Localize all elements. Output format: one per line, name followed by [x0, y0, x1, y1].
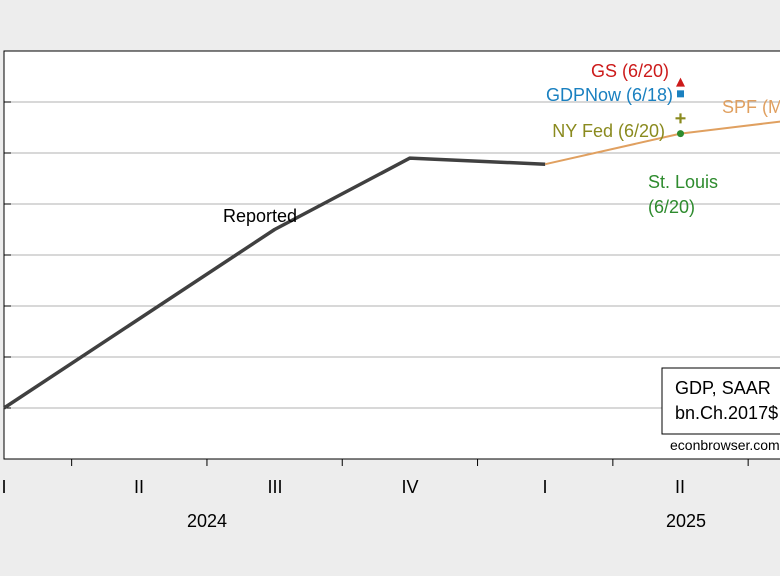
credit-text: econbrowser.com	[670, 437, 780, 453]
gs-marker	[676, 77, 685, 87]
reported-line	[3, 156, 546, 410]
label-reported: Reported	[223, 206, 297, 226]
x-tick-label: II	[134, 477, 144, 497]
legend-line-2: bn.Ch.2017$	[675, 403, 778, 423]
x-tick-label: I	[1, 477, 6, 497]
x-tick-label: II	[675, 477, 685, 497]
gridlines	[4, 101, 780, 409]
year-label-2024: 2024	[187, 511, 227, 531]
series-markers	[675, 77, 686, 138]
legend-line-1: GDP, SAAR	[675, 378, 771, 398]
year-label-2025: 2025	[666, 511, 706, 531]
label-spf: SPF (M	[722, 97, 780, 117]
x-tick-label: III	[267, 477, 282, 497]
gdpnow-marker	[677, 90, 684, 98]
x-tick-label: IV	[401, 477, 418, 497]
st-louis-marker	[677, 130, 684, 138]
ny-fed-marker	[675, 113, 686, 124]
x-tick-label: I	[542, 477, 547, 497]
label-st-louis-1: St. Louis	[648, 172, 718, 192]
label-gdpnow: GDPNow (6/18)	[546, 85, 673, 105]
label-ny-fed: NY Fed (6/20)	[552, 121, 665, 141]
legend-box	[661, 367, 780, 435]
label-gs: GS (6/20)	[591, 61, 669, 81]
label-st-louis-2: (6/20)	[648, 197, 695, 217]
